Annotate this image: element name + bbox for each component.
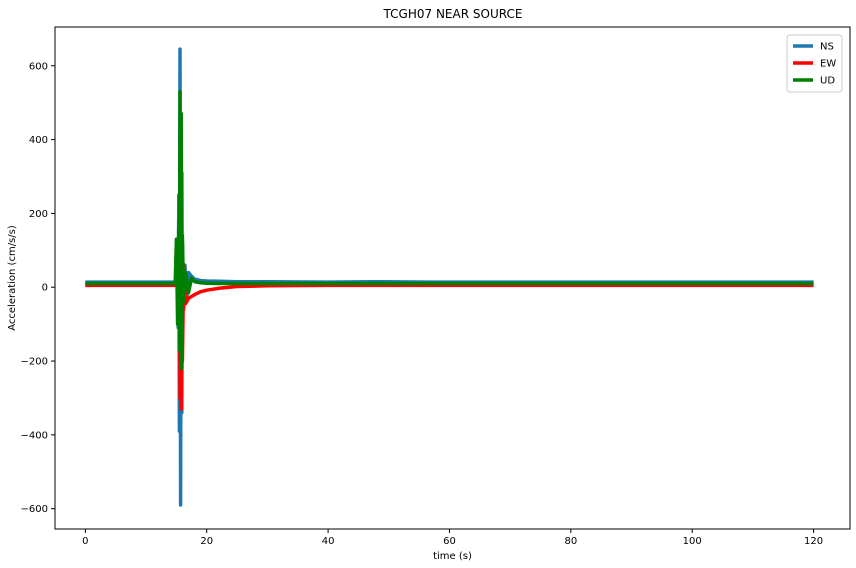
x-axis-label: time (s) bbox=[433, 551, 472, 562]
y-tick-label: 600 bbox=[29, 61, 48, 72]
legend-label-ud: UD bbox=[820, 76, 835, 87]
y-tick-label: 0 bbox=[42, 283, 48, 294]
x-axis-ticks: 0 20 40 60 80 100 120 bbox=[82, 529, 823, 547]
x-tick-label: 0 bbox=[82, 536, 88, 547]
x-tick-label: 80 bbox=[564, 536, 577, 547]
y-tick-label: 200 bbox=[29, 209, 48, 220]
x-tick-label: 100 bbox=[683, 536, 702, 547]
x-tick-label: 120 bbox=[804, 536, 823, 547]
legend-label-ew: EW bbox=[820, 59, 836, 70]
y-tick-label: 400 bbox=[29, 135, 48, 146]
series-layer bbox=[85, 47, 814, 507]
x-tick-label: 20 bbox=[200, 536, 213, 547]
axes-frame bbox=[54, 26, 851, 530]
x-tick-label: 60 bbox=[443, 536, 456, 547]
legend: NS EW UD bbox=[786, 34, 843, 93]
y-tick-label: −400 bbox=[21, 430, 48, 441]
series-line-ud bbox=[85, 89, 814, 371]
chart-title: TCGH07 NEAR SOURCE bbox=[383, 7, 523, 21]
y-tick-label: −600 bbox=[21, 504, 48, 515]
x-tick-label: 40 bbox=[322, 536, 335, 547]
legend-box bbox=[786, 34, 843, 93]
y-axis-label: Acceleration (cm/s/s) bbox=[7, 225, 18, 331]
legend-label-ns: NS bbox=[820, 42, 834, 53]
plot-area: 0 20 40 60 80 100 120 −600 −400 −200 0 200 400 600 bbox=[21, 26, 851, 547]
y-tick-label: −200 bbox=[21, 357, 48, 368]
y-axis-ticks: −600 −400 −200 0 200 400 600 bbox=[21, 61, 55, 515]
